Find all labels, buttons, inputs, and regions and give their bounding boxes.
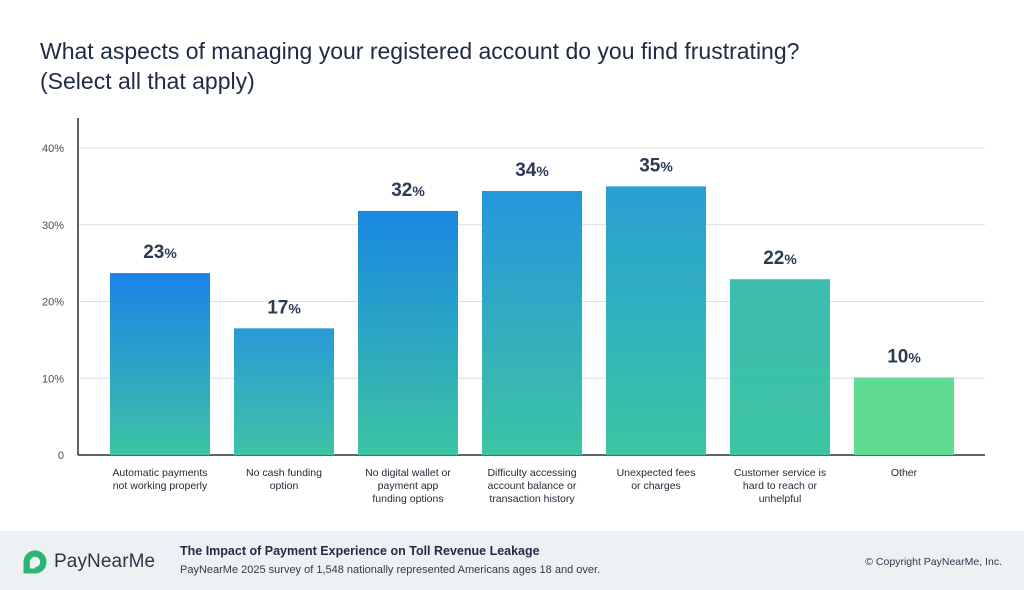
bar-value-label: 17% <box>267 297 301 318</box>
bar <box>730 279 830 455</box>
brand-logo: PayNearMe <box>22 549 155 575</box>
bar <box>234 328 334 455</box>
bar <box>110 273 210 455</box>
chart-title: What aspects of managing your registered… <box>40 36 940 96</box>
chart-title-line-2: (Select all that apply) <box>40 68 255 94</box>
bar <box>854 377 954 455</box>
bar <box>606 186 706 455</box>
y-tick-label: 20% <box>42 297 64 309</box>
x-category-label: Unexpected fees or charges <box>617 467 696 492</box>
x-category-label: Customer service is hard to reach or unhel… <box>734 467 826 505</box>
footer-survey-note: PayNearMe 2025 survey of 1,548 nationall… <box>180 564 601 576</box>
chart-title-line-1: What aspects of managing your registered… <box>40 38 800 64</box>
x-category-label: No digital wallet or payment app funding o… <box>365 467 451 505</box>
y-tick-label: 0 <box>58 450 64 462</box>
x-category-label: No cash funding option <box>246 467 322 492</box>
bar-value-label: 32% <box>391 180 425 201</box>
x-category-label: Difficulty accessing account balance or tr… <box>487 467 576 505</box>
y-tick-label: 30% <box>42 220 64 232</box>
brand-name: PayNearMe <box>54 551 156 572</box>
bar-value-label: 10% <box>887 346 921 367</box>
bar <box>482 190 582 456</box>
bar-chart-svg: 0 10% 20% 30% 40% 23% Automatic payments not wo… <box>42 118 985 505</box>
footer-report-title: The Impact of Payment Experience on Toll… <box>180 544 540 558</box>
paynearme-logo-icon <box>23 550 47 574</box>
bar-value-label: 34% <box>515 160 549 181</box>
x-category-label: Automatic payments not working properly <box>112 467 208 492</box>
y-tick-label: 40% <box>42 143 64 155</box>
x-category-label: Other <box>891 467 918 479</box>
bar-value-label: 22% <box>763 248 797 269</box>
bar <box>358 210 458 455</box>
bar-value-label: 23% <box>143 242 177 263</box>
bar-chart: 0 10% 20% 30% 40% 23% Automatic payments not wo… <box>42 118 985 505</box>
bar-value-label: 35% <box>639 155 673 176</box>
copyright-notice: © Copyright PayNearMe, Inc. <box>865 556 1002 568</box>
y-tick-label: 10% <box>42 373 64 385</box>
footer: PayNearMe The Impact of Payment Experien… <box>0 531 1024 590</box>
